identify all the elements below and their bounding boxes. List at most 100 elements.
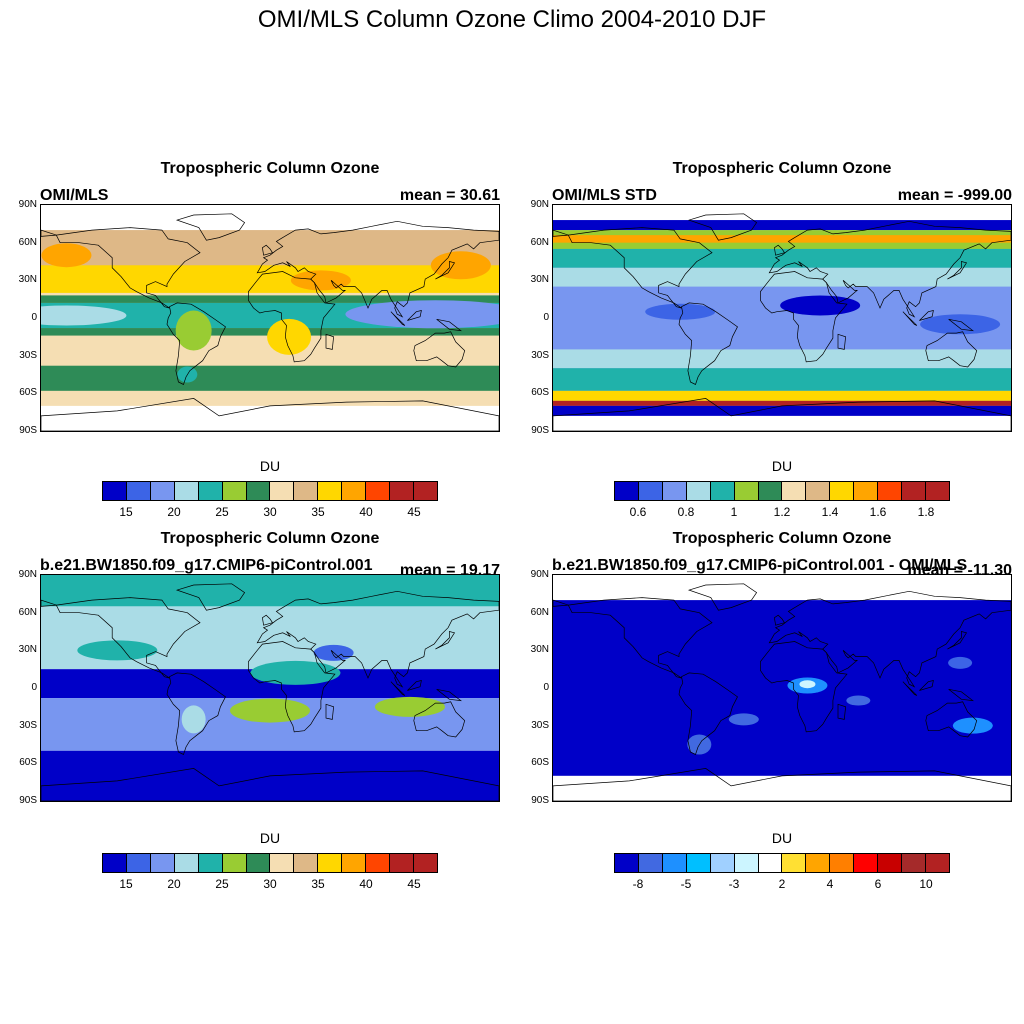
colorbar-tick-label: 0.6 [629,505,647,519]
panel-title: Tropospheric Column Ozone [672,530,892,547]
colorbar-swatch [615,854,639,872]
coastlines [41,213,499,431]
panel-title: Tropospheric Column Ozone [672,160,892,177]
field-blob [175,310,212,351]
colorbar-tick-label: 10 [919,877,933,891]
lat-tick-label: 60N [530,606,549,618]
colorbar-swatch [758,482,783,500]
lat-tick-label: 60N [18,606,37,618]
colorbar-swatch [806,482,831,500]
units-label: DU [771,458,793,474]
field-blob [41,305,127,326]
colorbar-swatch [270,854,295,872]
units-label: DU [259,458,281,474]
colorbar-tick-label: 35 [311,877,325,891]
lat-tick-label: 60S [531,757,549,769]
map-plot [552,574,1012,802]
coastline [553,229,569,237]
coastline [837,333,846,350]
lat-tick-label: 90S [531,795,549,806]
coastline [902,311,918,326]
field-band [553,775,1011,801]
lat-tick-label: 30N [530,274,549,286]
coastline [436,318,463,332]
field-blob [345,300,499,329]
colorbar-swatch [150,854,175,872]
lat-tick-label: 0 [543,312,549,323]
field-blob [230,698,310,723]
field-band [553,248,1011,268]
panel-title: Tropospheric Column Ozone [160,160,380,177]
coastline [774,614,786,626]
colorbar-swatch [830,482,855,500]
field-blob [920,314,1001,335]
colorbar-tick-label: 45 [407,505,421,519]
lat-tick-label: 30N [18,274,37,286]
field-blob [290,270,351,291]
map-canvas [553,575,1011,801]
coastline [41,398,499,431]
field-band [553,235,1011,243]
field-blob [181,705,206,734]
coastlines [41,583,499,801]
colorbar-swatch [413,482,437,500]
colorbar-swatch [806,854,831,872]
panel-left-label: b.e21.BW1850.f09_g17.CMIP6-piControl.001… [552,557,968,574]
colorbar-swatch [925,854,949,872]
coastline [948,688,975,702]
field-blob [846,695,871,706]
colorbar-swatch [782,854,807,872]
field-band [553,400,1011,406]
map-plot [40,204,500,432]
lat-tick-label: 60S [19,387,37,399]
colorbar-swatch [902,854,926,872]
coastline [166,672,226,755]
colorbar-tick-label: 30 [263,877,277,891]
colorbar-swatch [150,482,175,500]
colorbar-swatch [662,482,687,500]
coastline [55,597,201,679]
colorbar-swatch [318,854,343,872]
colorbar-swatch [126,854,151,872]
lat-tick-label: 30S [531,719,549,731]
coastline [760,271,848,363]
colorbar-swatch [103,854,127,872]
field-band [41,265,499,293]
colorbar [102,853,438,873]
lat-tick-label: 90N [530,199,549,210]
panel-left-label: OMI/MLS STD [552,187,657,204]
colorbar-swatch [638,854,663,872]
field-layer [553,575,1011,801]
field-blob [41,243,92,268]
colorbar-swatch [734,482,759,500]
field-blob [780,295,861,316]
colorbar-tick-label: 45 [407,877,421,891]
coastlines [553,583,1011,801]
field-band [553,415,1011,431]
coastline [919,680,934,691]
colorbar-swatch [198,854,223,872]
colorbar-swatch [902,482,926,500]
coastline [436,688,463,702]
colorbar-swatch [222,854,247,872]
colorbar-swatch [782,482,807,500]
field-band [553,575,1011,601]
colorbar-swatch [830,854,855,872]
colorbar-tick-label: 20 [167,877,181,891]
coastline [175,213,246,241]
colorbar-swatch [878,854,903,872]
coastline [325,703,334,720]
colorbar-swatch [342,854,367,872]
field-blob [77,640,158,661]
lat-tick-label: 0 [31,312,37,323]
coastline [248,271,336,363]
colorbar-swatch [758,854,783,872]
colorbar-swatch [710,854,735,872]
colorbar [614,853,950,873]
colorbar-swatch [662,854,687,872]
field-band [553,390,1011,401]
lat-tick-label: 60N [18,236,37,248]
map-canvas [41,213,499,431]
coastline [553,398,1011,431]
field-blob [250,660,341,685]
